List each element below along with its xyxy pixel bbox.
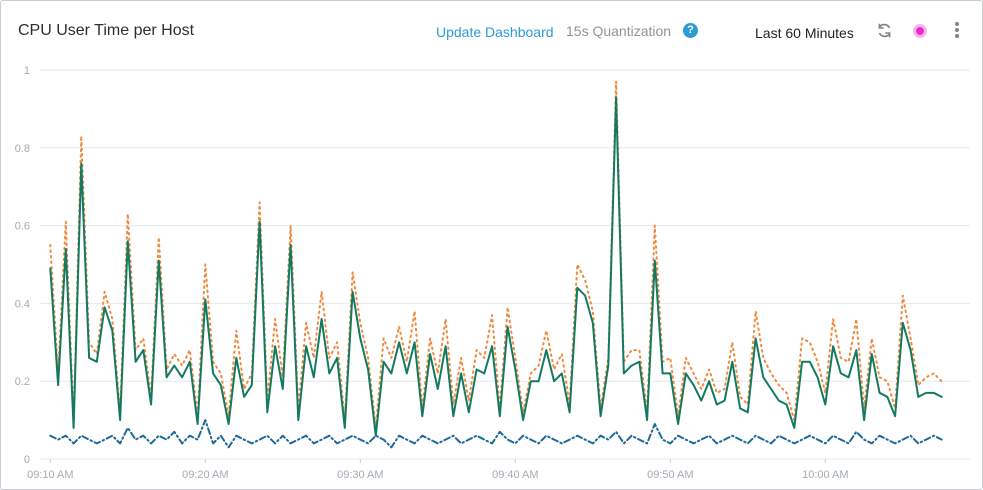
x-tick-label: 10:00 AM: [802, 469, 848, 481]
chart-series: [50, 82, 941, 448]
series-line-dashdot: [50, 420, 941, 447]
x-tick-label: 09:30 AM: [337, 469, 383, 481]
y-tick-label: 1: [24, 65, 30, 77]
y-tick-label: 0.4: [15, 298, 30, 310]
x-tick-label: 09:10 AM: [27, 469, 73, 481]
y-tick-label: 0.6: [15, 221, 30, 233]
y-tick-label: 0: [24, 454, 30, 466]
y-tick-label: 0.2: [15, 376, 30, 388]
x-tick-label: 09:20 AM: [182, 469, 228, 481]
x-tick-label: 09:50 AM: [647, 469, 693, 481]
x-tick-label: 09:40 AM: [492, 469, 538, 481]
x-axis-ticks: 09:10 AM 09:20 AM 09:30 AM 09:40 AM 09:50 AM…: [27, 459, 848, 481]
chart-grid: [40, 70, 970, 459]
y-axis-ticks: 0 0.2 0.4 0.6 0.8 1: [15, 65, 30, 466]
y-tick-label: 0.8: [15, 143, 30, 155]
